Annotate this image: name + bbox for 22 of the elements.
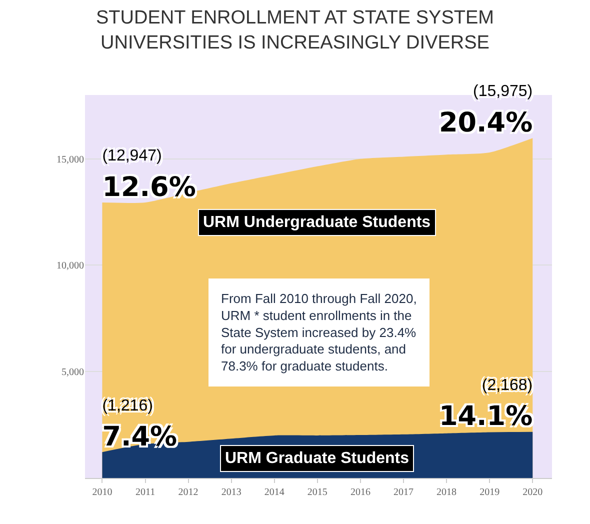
data-label: (1,216) 7.4% (102, 397, 178, 452)
x-tick-label: 2015 (307, 487, 328, 498)
x-tick-label: 2011 (135, 487, 156, 498)
x-tick-label: 2014 (264, 487, 284, 498)
data-label: (12,947) 12.6% (102, 148, 196, 203)
x-tick-label: 2019 (480, 487, 500, 498)
x-tick-label: 2017 (394, 487, 414, 498)
series-label: URM Graduate Students (225, 450, 410, 467)
y-tick-label: 5,000 (62, 367, 84, 378)
series-label: URM Undergraduate Students (203, 214, 431, 231)
chart-title: STUDENT ENROLLMENT AT STATE SYSTEM UNIVERSITIES IS INCREASINGLY DIVERSE (96, 8, 494, 54)
data-label: (15,975) 20.4% (438, 83, 533, 138)
data-label: (2,168) 14.1% (438, 377, 533, 432)
x-tick-label: 2010 (92, 487, 112, 498)
x-tick-label: 2020 (522, 487, 543, 498)
x-tick-label: 2012 (178, 487, 198, 498)
y-tick-label: 10,000 (56, 260, 84, 272)
x-tick-label: 2013 (221, 487, 242, 498)
annotation: From Fall 2010 through Fall 2020, URM * student enrollments in the State System increased by 23.4% for undergraduate students, and 78.3% for graduate students. (221, 291, 417, 374)
x-tick-label: 2016 (350, 487, 370, 498)
x-tick-label: 2018 (436, 487, 457, 498)
y-tick-label: 15,000 (56, 154, 84, 166)
